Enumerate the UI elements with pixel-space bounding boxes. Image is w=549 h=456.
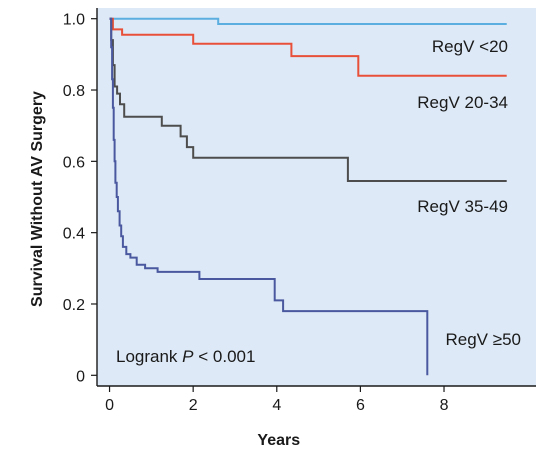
- series-line-regv-lt20: [109, 17, 507, 25]
- logrank-annotation: Logrank P < 0.001: [116, 347, 255, 366]
- y-tick-label: 0: [76, 368, 85, 385]
- label-layer: RegV <20 RegV 20-34 RegV 35-49 RegV ≥50: [417, 37, 521, 349]
- y-tick-label: 0.8: [63, 83, 85, 100]
- y-axis-title: Survival Without AV Surgery: [29, 91, 46, 307]
- x-tick-label: 8: [440, 397, 449, 414]
- y-tick-label: 0.4: [63, 226, 85, 243]
- series-label-regv-35-49: RegV 35-49: [417, 197, 508, 216]
- x-tick-label: 4: [272, 397, 281, 414]
- x-tick-label: 2: [189, 397, 198, 414]
- series-line-regv-ge50: [109, 17, 429, 376]
- x-tick-label: 0: [105, 397, 114, 414]
- series-layer: [109, 17, 507, 376]
- x-axis-title: Years: [257, 432, 300, 449]
- series-label-regv-20-34: RegV 20-34: [417, 93, 508, 112]
- series-label-regv-lt20: RegV <20: [432, 37, 508, 56]
- y-tick-label: 0.6: [63, 154, 85, 171]
- y-tick-label: 1.0: [63, 12, 85, 29]
- x-tick-label: 6: [356, 397, 365, 414]
- y-tick-label: 0.2: [63, 297, 85, 314]
- axis-layer: 0 0.2 0.4 0.6 0.8 1.0 0 2 4 6 8: [63, 8, 536, 414]
- series-label-regv-ge50: RegV ≥50: [446, 330, 522, 349]
- plot-background: [97, 8, 536, 386]
- series-line-regv-20-34: [109, 17, 507, 77]
